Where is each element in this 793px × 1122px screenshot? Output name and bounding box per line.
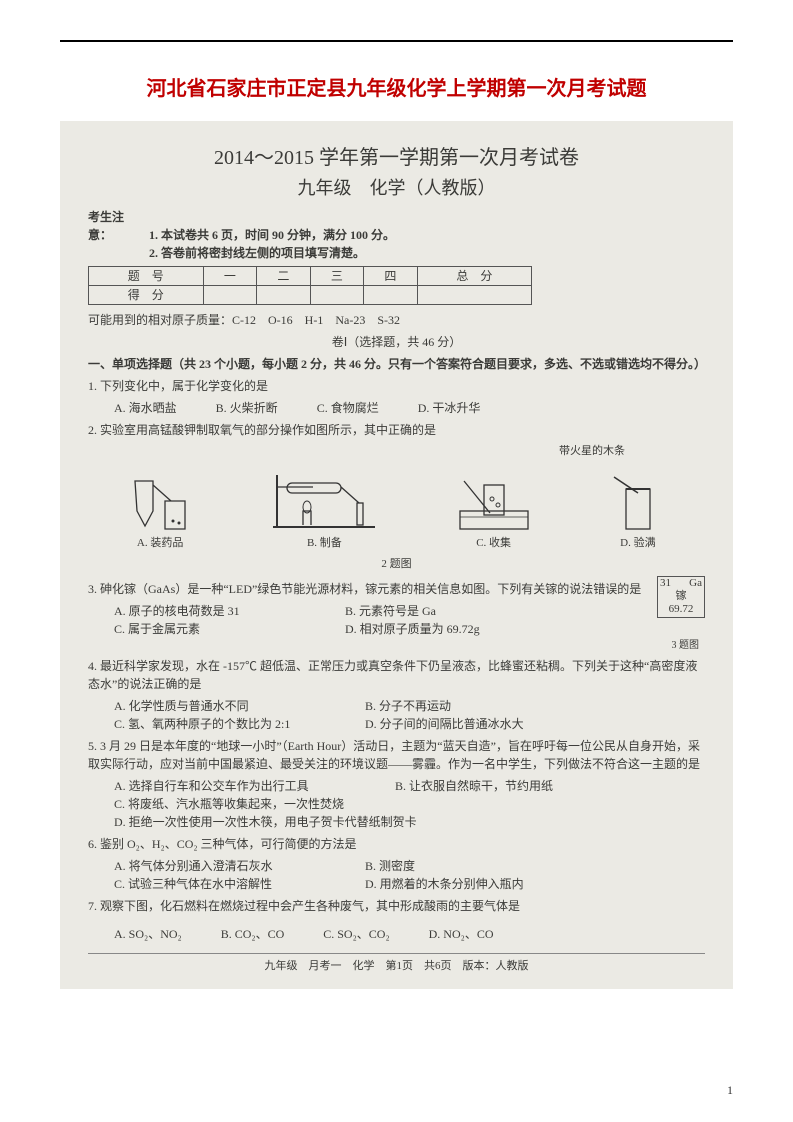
q7-options: A. SO₂、NO₂ B. CO₂、CO C. SO₂、CO₂ D. NO₂、C… [114, 925, 705, 943]
q2-fig-a: A. 装药品 [125, 471, 195, 552]
elem-mass: 69.72 [658, 603, 704, 616]
q2-fig-b: B. 制备 [269, 467, 379, 552]
q7-c: C. SO₂、CO₂ [323, 925, 389, 943]
score-h1: 一 [203, 267, 257, 286]
exam-scan: 2014～2015 学年第一学期第一次月考试卷 九年级 化学（人教版） 考生注意… [60, 121, 733, 989]
q2-c: C. 收集 [476, 535, 511, 552]
element-box: 31 Ga 镓 69.72 [657, 576, 705, 618]
q1-b: B. 火柴折断 [216, 399, 278, 417]
doc-title: 河北省石家庄市正定县九年级化学上学期第一次月考试题 [60, 72, 733, 101]
q1-options: A. 海水晒盐 B. 火柴折断 C. 食物腐烂 D. 干冰升华 [114, 399, 705, 417]
notice-line-2: 2. 答卷前将密封线左侧的项目填写清楚。 [149, 246, 365, 260]
exam-subtitle: 九年级 化学（人教版） [88, 175, 705, 202]
collect-gas-icon [454, 471, 534, 535]
q7-b: B. CO₂、CO [221, 925, 285, 943]
flask-pour-icon [125, 471, 195, 535]
q2-fig-d: D. 验满 [608, 471, 668, 552]
q5-d: D. 拒绝一次性使用一次性木筷，用电子贺卡代替纸制贺卡 [114, 813, 417, 831]
q5-b: B. 让衣服自然晾干，节约用纸 [395, 777, 553, 795]
score-h3: 三 [310, 267, 364, 286]
q5-options: A. 选择自行车和公交车作为出行工具 B. 让衣服自然晾干，节约用纸 C. 将废… [114, 777, 705, 831]
q6-d: D. 用燃着的木条分别伸入瓶内 [365, 875, 524, 893]
elem-sym: Ga [689, 577, 702, 590]
q4-options: A. 化学性质与普通水不同 B. 分子不再运动 C. 氢、氧两种原子的个数比为 … [114, 697, 705, 733]
q3-options: A. 原子的核电荷数是 31 B. 元素符号是 Ga C. 属于金属元素 D. … [114, 602, 705, 638]
q1-d: D. 干冰升华 [418, 399, 481, 417]
q5-c: C. 将废纸、汽水瓶等收集起来，一次性焚烧 [114, 795, 344, 813]
q3-stem: 3. 砷化镓（GaAs）是一种“LED”绿色节能光源材料，镓元素的相关信息如图。… [88, 580, 705, 598]
table-row: 题 号 一 二 三 四 总 分 [89, 267, 532, 286]
q3-d: D. 相对原子质量为 69.72g [345, 620, 480, 638]
q3-c: C. 属于金属元素 [114, 620, 324, 638]
exam-title: 2014～2015 学年第一学期第一次月考试卷 [88, 143, 705, 173]
score-h4: 四 [364, 267, 418, 286]
q6-c: C. 试验三种气体在水中溶解性 [114, 875, 344, 893]
q2-stem: 2. 实验室用高锰酸钾制取氧气的部分操作如图所示，其中正确的是 [88, 421, 705, 439]
q5-stem: 5. 3 月 29 日是本年度的“地球一小时”（Earth Hour）活动日，主… [88, 737, 705, 773]
page-number: 1 [727, 1083, 733, 1098]
elem-name: 镓 [658, 590, 704, 603]
q4-d: D. 分子间的间隔比普通冰水大 [365, 715, 524, 733]
section1-heading: 一、单项选择题（共 23 个小题，每小题 2 分，共 46 分。只有一个答案符合… [88, 355, 705, 373]
score-table: 题 号 一 二 三 四 总 分 得 分 [88, 266, 532, 305]
score-h2: 二 [257, 267, 311, 286]
q2-b: B. 制备 [307, 535, 342, 552]
q1-c: C. 食物腐烂 [317, 399, 379, 417]
part-label: 卷Ⅰ（选择题，共 46 分） [88, 333, 705, 351]
q7-stem: 7. 观察下图，化石燃料在燃烧过程中会产生各种废气，其中形成酸雨的主要气体是 [88, 897, 705, 915]
notice-label: 考生注意： [88, 208, 146, 244]
test-full-icon [608, 471, 668, 535]
score-h0: 题 号 [89, 267, 204, 286]
elem-num: 31 [660, 577, 671, 590]
q6-b: B. 测密度 [365, 857, 415, 875]
q2-fig-c: C. 收集 [454, 471, 534, 552]
q2-figure-row: A. 装药品 B. 制备 [88, 466, 705, 552]
table-row: 得 分 [89, 286, 532, 305]
q2-fig-note: 带火星的木条 [88, 443, 705, 460]
q5-a: A. 选择自行车和公交车作为出行工具 [114, 777, 374, 795]
q3-b: B. 元素符号是 Ga [345, 602, 436, 620]
q2-a: A. 装药品 [137, 535, 183, 552]
exam-footer: 九年级 月考一 化学 第1页 共6页 版本：人教版 [88, 953, 705, 975]
q3-a: A. 原子的核电荷数是 31 [114, 602, 324, 620]
q1-a: A. 海水晒盐 [114, 399, 177, 417]
q3-box-caption: 3 题图 [88, 638, 705, 653]
q4-c: C. 氢、氧两种原子的个数比为 2:1 [114, 715, 344, 733]
q4-stem: 4. 最近科学家发现，水在 -157℃ 超低温、正常压力或真空条件下仍呈液态，比… [88, 657, 705, 693]
atomic-mass-line: 可能用到的相对原子质量：C-12 O-16 H-1 Na-23 S-32 [88, 311, 705, 329]
top-rule [60, 40, 733, 42]
heating-setup-icon [269, 467, 379, 535]
q6-stem: 6. 鉴别 O₂、H₂、CO₂ 三种气体，可行简便的方法是 [88, 835, 705, 853]
q4-b: B. 分子不再运动 [365, 697, 451, 715]
score-h5: 总 分 [417, 267, 532, 286]
notice-block: 考生注意： 1. 本试卷共 6 页，时间 90 分钟，满分 100 分。 2. … [88, 208, 705, 262]
notice-line-1: 1. 本试卷共 6 页，时间 90 分钟，满分 100 分。 [149, 228, 395, 242]
q2-fig-caption: 2 题图 [88, 556, 705, 573]
q4-a: A. 化学性质与普通水不同 [114, 697, 344, 715]
score-row2-label: 得 分 [89, 286, 204, 305]
q6-a: A. 将气体分别通入澄清石灰水 [114, 857, 344, 875]
q7-a: A. SO₂、NO₂ [114, 925, 182, 943]
q2-d: D. 验满 [620, 535, 655, 552]
q1-stem: 1. 下列变化中，属于化学变化的是 [88, 377, 705, 395]
q6-options: A. 将气体分别通入澄清石灰水 B. 测密度 C. 试验三种气体在水中溶解性 D… [114, 857, 705, 893]
q7-d: D. NO₂、CO [429, 925, 494, 943]
